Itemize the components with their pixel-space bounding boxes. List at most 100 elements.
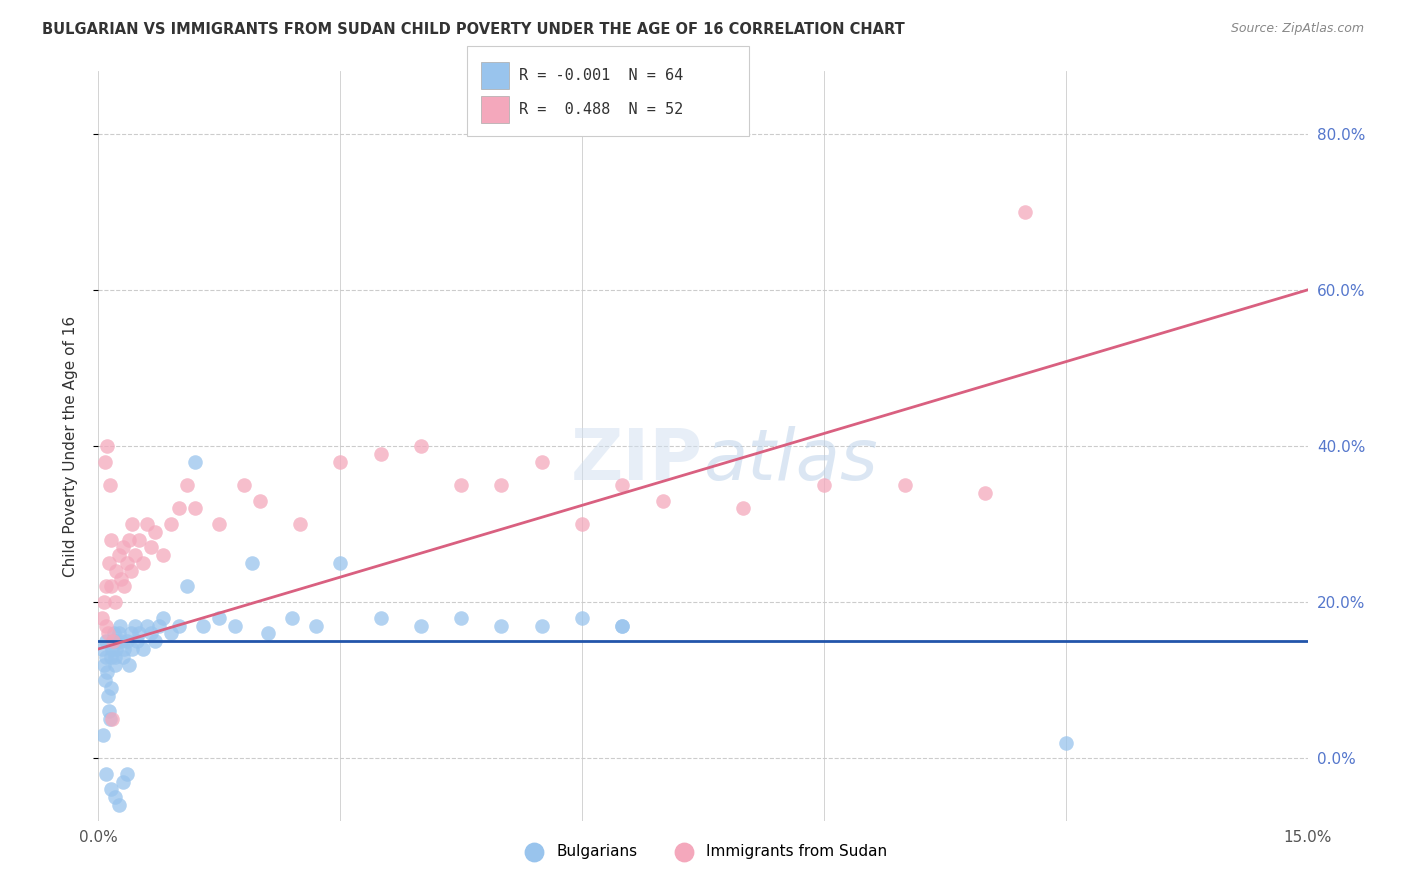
Point: [160, 517, 183, 532]
Point: [120, 564, 142, 578]
Point: [128, 626, 150, 640]
Point: [409, 618, 432, 632]
Point: [305, 618, 328, 632]
Point: [118, 657, 141, 672]
Point: [100, 782, 122, 797]
Point: [281, 611, 304, 625]
Point: [612, 618, 634, 632]
Point: [329, 455, 352, 469]
Point: [120, 626, 142, 640]
Point: [143, 524, 166, 539]
Point: [208, 517, 231, 532]
Point: [1014, 205, 1036, 219]
Point: [491, 478, 513, 492]
Point: [93, 595, 115, 609]
Point: [115, 767, 138, 781]
Point: [118, 533, 141, 547]
Point: [450, 478, 472, 492]
Point: [256, 626, 278, 640]
Point: [100, 649, 122, 664]
Point: [101, 642, 124, 657]
Point: [97, 556, 120, 570]
Point: [612, 478, 634, 492]
Point: [135, 618, 157, 632]
Point: [94, 649, 117, 664]
Point: [100, 580, 122, 594]
Point: [124, 548, 146, 563]
Point: [98, 478, 121, 492]
Point: [110, 572, 132, 586]
Point: [107, 626, 129, 640]
Point: [100, 681, 122, 695]
Point: [1054, 735, 1077, 749]
Point: [813, 478, 835, 492]
Point: [105, 634, 128, 648]
Point: [94, 455, 117, 469]
Point: [651, 493, 673, 508]
Point: [103, 626, 125, 640]
Point: [148, 618, 170, 632]
Point: [184, 501, 207, 516]
Point: [733, 501, 755, 516]
Point: [96, 665, 118, 680]
Point: [370, 447, 392, 461]
Point: [152, 611, 174, 625]
Point: [103, 790, 125, 805]
Point: [103, 657, 125, 672]
Point: [974, 485, 997, 500]
Point: [530, 618, 553, 632]
Point: [115, 556, 138, 570]
Legend: Bulgarians, Immigrants from Sudan: Bulgarians, Immigrants from Sudan: [512, 838, 894, 865]
Text: BULGARIAN VS IMMIGRANTS FROM SUDAN CHILD POVERTY UNDER THE AGE OF 16 CORRELATION: BULGARIAN VS IMMIGRANTS FROM SUDAN CHILD…: [42, 22, 905, 37]
Point: [105, 642, 128, 657]
Point: [893, 478, 915, 492]
Point: [132, 556, 155, 570]
Point: [571, 517, 593, 532]
Point: [115, 634, 138, 648]
Point: [121, 642, 143, 657]
Point: [94, 767, 117, 781]
Point: [571, 611, 593, 625]
Text: Source: ZipAtlas.com: Source: ZipAtlas.com: [1230, 22, 1364, 36]
Point: [104, 649, 127, 664]
Point: [491, 618, 513, 632]
Point: [184, 455, 207, 469]
Point: [101, 634, 124, 648]
Point: [167, 501, 190, 516]
Point: [612, 618, 634, 632]
Text: atlas: atlas: [703, 426, 877, 495]
Point: [108, 618, 131, 632]
Point: [97, 705, 120, 719]
Point: [288, 517, 311, 532]
Point: [143, 634, 166, 648]
Point: [450, 611, 472, 625]
Point: [152, 548, 174, 563]
Point: [111, 774, 134, 789]
Point: [110, 634, 132, 648]
Point: [94, 580, 117, 594]
Point: [94, 673, 117, 688]
Point: [193, 618, 215, 632]
Text: R = -0.001  N = 64: R = -0.001 N = 64: [519, 69, 683, 83]
Point: [96, 618, 118, 632]
Point: [112, 642, 135, 657]
Point: [240, 556, 263, 570]
Y-axis label: Child Poverty Under the Age of 16: Child Poverty Under the Age of 16: [63, 316, 77, 576]
Point: [96, 634, 118, 648]
Point: [103, 595, 125, 609]
Point: [160, 626, 183, 640]
Point: [112, 580, 135, 594]
Point: [329, 556, 352, 570]
Point: [98, 712, 121, 726]
Point: [139, 626, 162, 640]
Point: [111, 649, 134, 664]
Point: [93, 657, 115, 672]
Point: [111, 541, 134, 555]
Point: [409, 439, 432, 453]
Point: [96, 439, 118, 453]
Point: [91, 611, 114, 625]
Point: [91, 728, 114, 742]
Point: [91, 642, 114, 657]
Point: [530, 455, 553, 469]
Point: [97, 626, 120, 640]
